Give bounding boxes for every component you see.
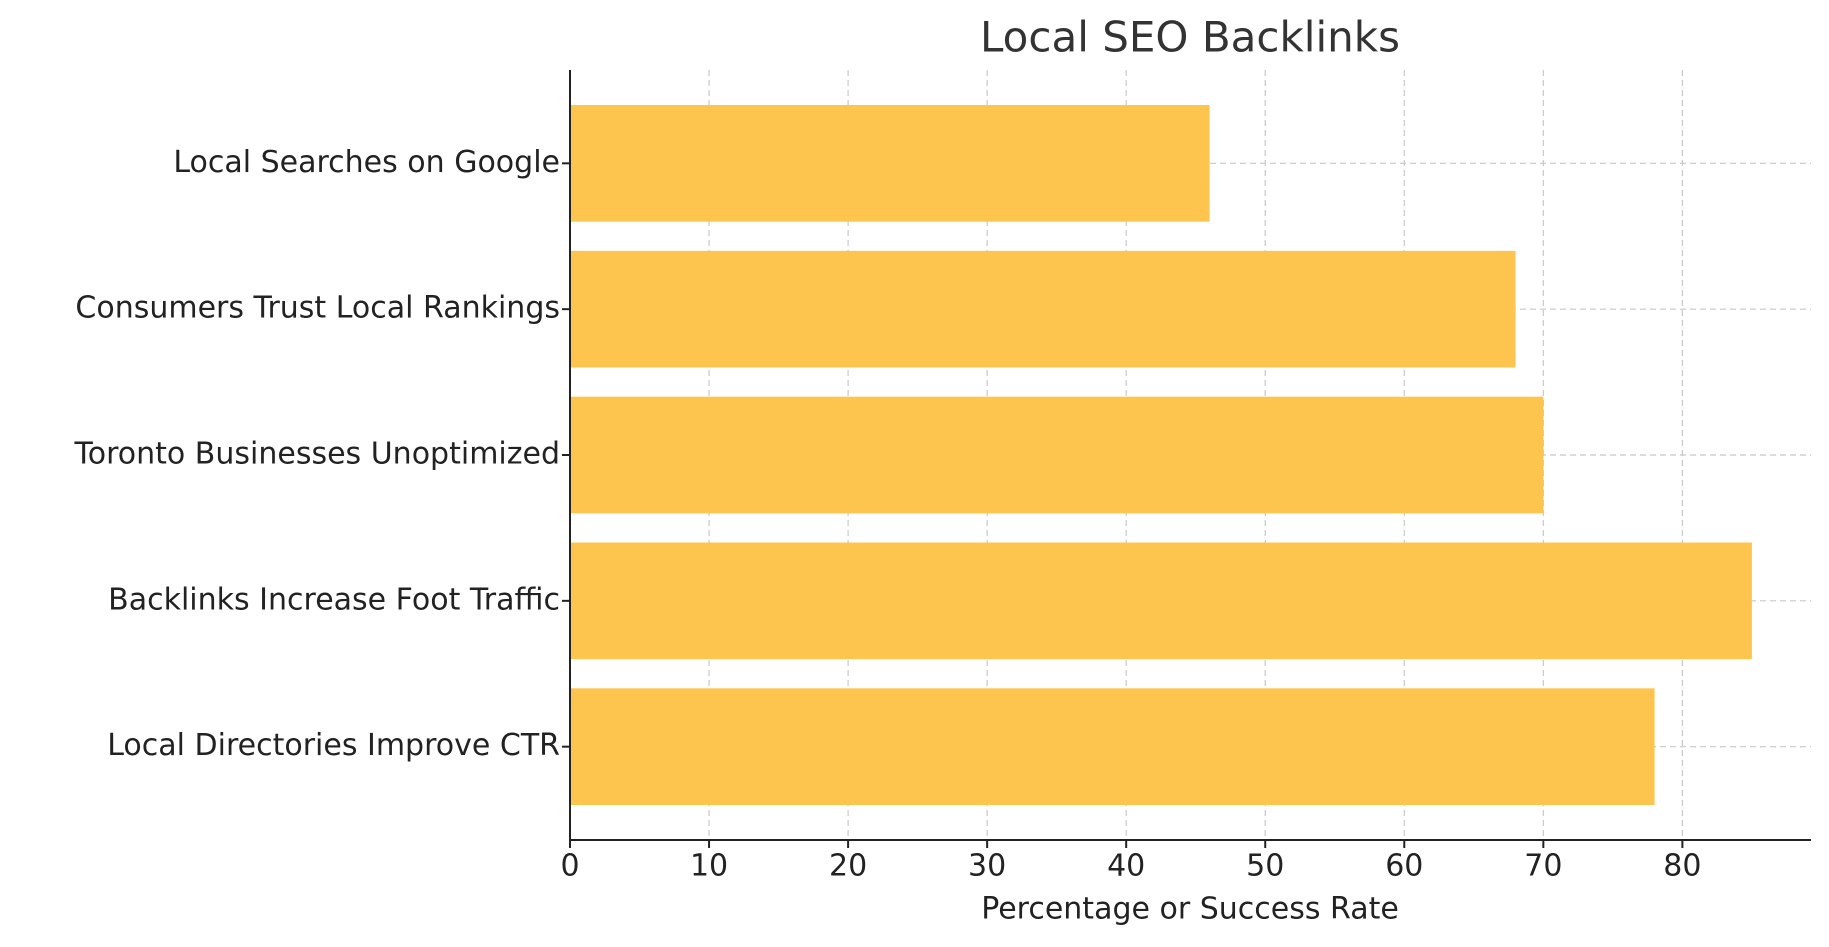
y-tick-label: Consumers Trust Local Rankings [75, 291, 560, 326]
y-tick-label: Local Directories Improve CTR [107, 728, 560, 763]
bar [570, 105, 1210, 222]
x-tick-label: 70 [1524, 849, 1562, 884]
x-tick-label: 0 [560, 849, 579, 884]
x-tick-label: 60 [1385, 849, 1423, 884]
x-tick-label: 20 [829, 849, 867, 884]
y-tick-label: Toronto Businesses Unoptimized [74, 437, 560, 472]
bar [570, 688, 1655, 805]
chart-title: Local SEO Backlinks [980, 13, 1400, 62]
bar [570, 250, 1516, 368]
x-tick-label: 80 [1663, 849, 1701, 884]
x-tick-label: 10 [690, 849, 728, 884]
bar [570, 542, 1752, 660]
y-tick-label: Backlinks Increase Foot Traffic [108, 582, 560, 617]
x-tick-label: 30 [968, 849, 1006, 884]
x-tick-label: 40 [1107, 849, 1145, 884]
y-tick-label: Local Searches on Google [173, 145, 560, 180]
x-tick-label: 50 [1246, 849, 1284, 884]
x-axis-label: Percentage or Success Rate [981, 892, 1399, 927]
bar [570, 396, 1544, 514]
